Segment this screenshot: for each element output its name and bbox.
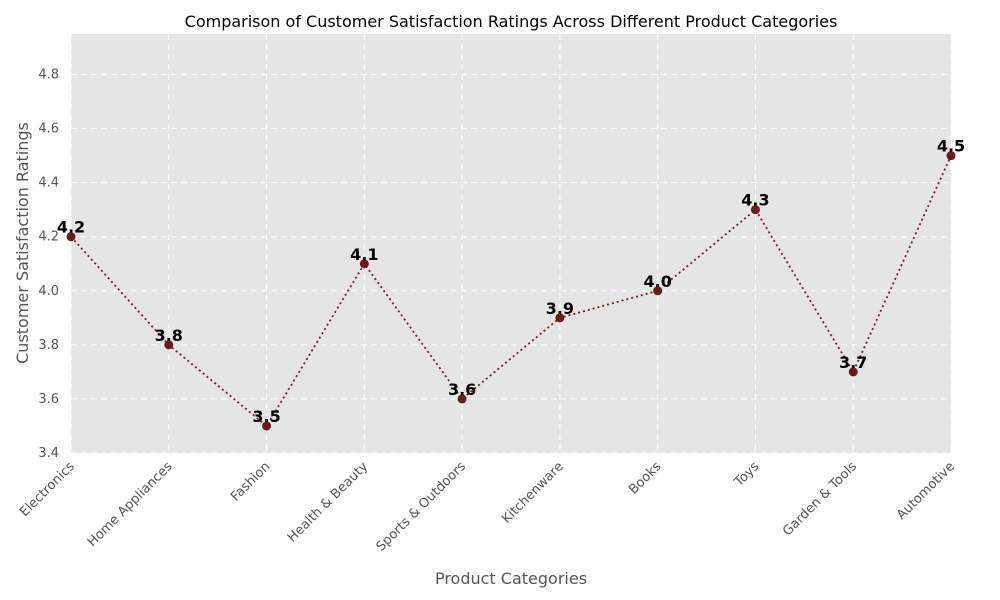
y-tick-label: 4.2 <box>38 230 59 245</box>
data-label: 4.1 <box>350 245 378 264</box>
y-tick-label: 4.8 <box>38 68 59 83</box>
plot-area <box>71 34 951 453</box>
data-label: 4.5 <box>937 137 965 156</box>
y-tick-label: 3.6 <box>38 392 59 407</box>
data-point <box>359 259 369 269</box>
data-label: 3.8 <box>155 326 183 345</box>
series-markers <box>66 151 956 431</box>
y-tick-label: 3.4 <box>38 446 59 461</box>
data-label: 3.5 <box>252 407 280 426</box>
data-point <box>946 151 956 161</box>
data-point <box>653 286 663 296</box>
y-tick-label: 4.6 <box>38 122 59 137</box>
y-tick-label: 4.4 <box>38 176 59 191</box>
x-axis-label: Product Categories <box>435 569 587 588</box>
y-tick-label: 3.8 <box>38 338 59 353</box>
y-tick-label: 4.0 <box>38 284 59 299</box>
data-point <box>262 421 272 431</box>
data-label: 3.6 <box>448 380 476 399</box>
data-point <box>66 232 76 242</box>
y-axis-label: Customer Satisfaction Ratings <box>13 122 32 364</box>
data-point <box>848 367 858 377</box>
chart-title: Comparison of Customer Satisfaction Rati… <box>185 12 838 31</box>
data-label: 3.9 <box>546 299 574 318</box>
data-label: 3.7 <box>839 353 867 372</box>
data-point <box>750 205 760 215</box>
data-label: 4.0 <box>643 272 671 291</box>
data-point <box>457 394 467 404</box>
y-axis-ticks: 3.4 3.6 3.8 4.0 4.2 4.4 4.6 4.8 <box>38 68 59 461</box>
data-point <box>555 313 565 323</box>
data-labels: 4.2 3.8 3.5 4.1 3.6 3.9 4.0 4.3 3.7 4.5 <box>57 137 965 426</box>
data-label: 4.2 <box>57 218 85 237</box>
data-label: 4.3 <box>741 191 769 210</box>
grid <box>70 34 952 454</box>
data-point <box>164 340 174 350</box>
